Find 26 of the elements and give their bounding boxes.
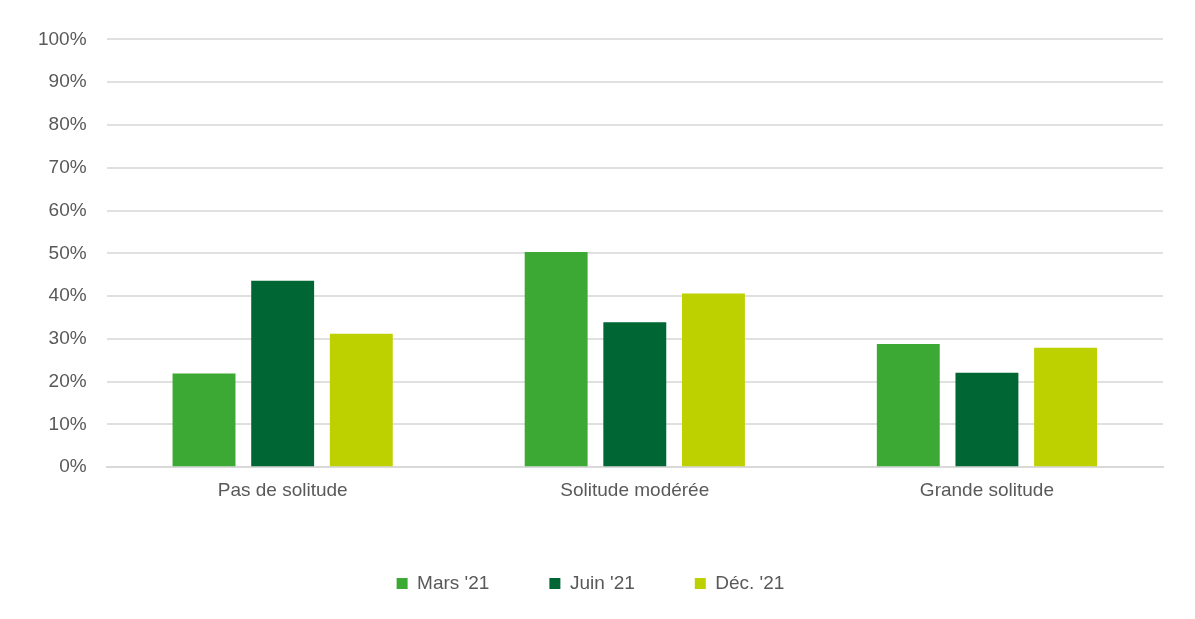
- bar: [681, 293, 745, 467]
- bar: [329, 333, 393, 467]
- legend-label: Juin '21: [569, 571, 635, 593]
- bar: [251, 280, 315, 467]
- x-tick-label: Pas de solitude: [217, 478, 348, 500]
- y-tick-label: 100%: [37, 27, 87, 49]
- bar: [1034, 347, 1098, 467]
- x-tick-label: Grande solitude: [919, 478, 1055, 500]
- y-tick-label: 60%: [48, 198, 87, 220]
- y-tick-label: 20%: [48, 369, 87, 391]
- y-tick-label: 40%: [48, 284, 87, 306]
- y-tick-label: 0%: [59, 455, 87, 477]
- legend-label: Déc. '21: [715, 571, 785, 593]
- y-tick-label: 10%: [48, 412, 87, 434]
- x-tick-label: Solitude modérée: [560, 478, 710, 500]
- y-tick-label: 90%: [48, 70, 87, 92]
- bar: [876, 343, 940, 467]
- bar: [172, 373, 236, 467]
- y-tick-label: 50%: [48, 241, 87, 263]
- legend-label: Mars '21: [417, 571, 490, 593]
- bar: [524, 252, 588, 467]
- bar: [955, 372, 1019, 467]
- y-tick-label: 80%: [48, 113, 87, 135]
- bar: [603, 322, 667, 467]
- y-tick-label: 70%: [48, 155, 87, 177]
- y-tick-label: 30%: [48, 327, 87, 349]
